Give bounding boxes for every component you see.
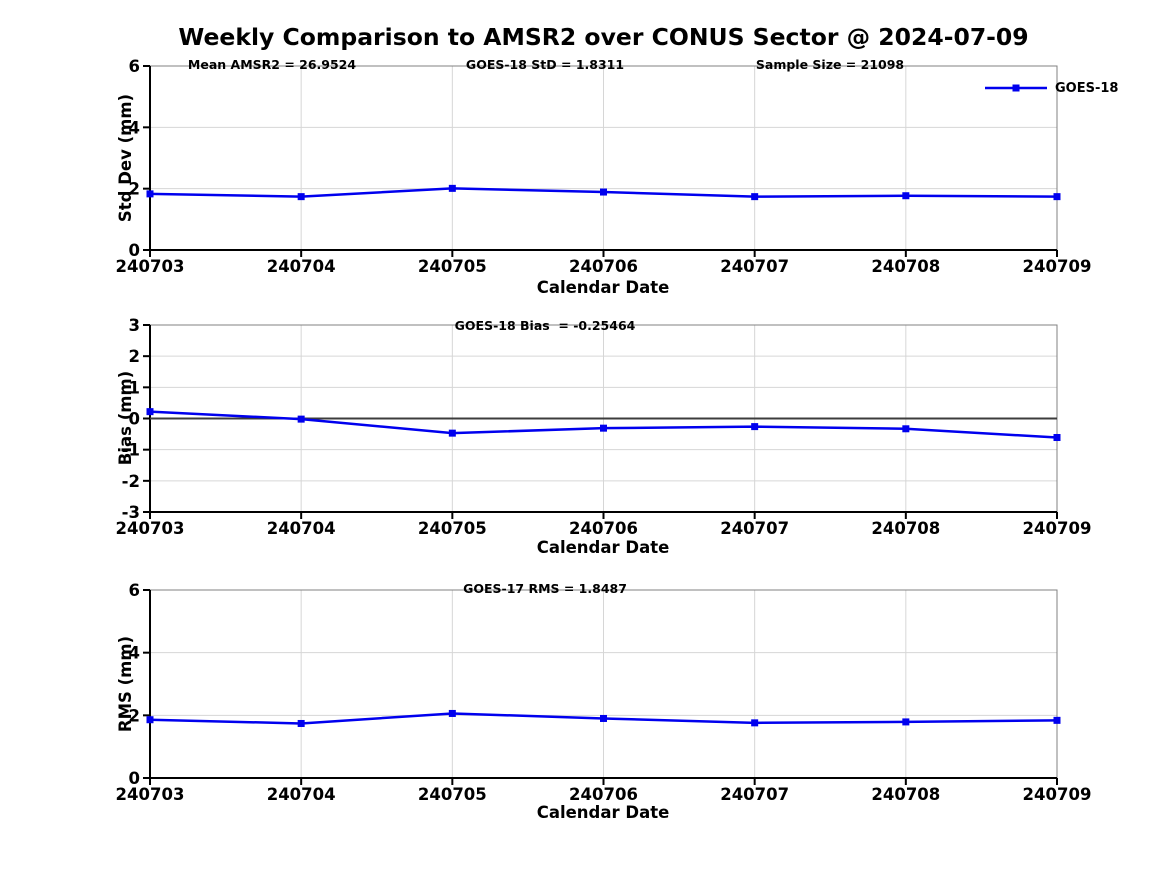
annotation-mean-amsr2: Mean AMSR2 = 26.9524 bbox=[187, 57, 357, 72]
data-marker bbox=[751, 423, 759, 431]
x-tick-label: 240709 bbox=[1023, 257, 1092, 276]
data-marker bbox=[1053, 434, 1061, 442]
y-tick-label: -3 bbox=[122, 503, 140, 522]
ylabel-std-dev: Std Dev (mm) bbox=[115, 93, 135, 223]
x-tick-label: 240703 bbox=[116, 257, 185, 276]
xlabel-calendar-date-3: Calendar Date bbox=[536, 803, 670, 822]
data-marker bbox=[146, 716, 154, 724]
x-tick-label: 240703 bbox=[116, 519, 185, 538]
data-marker bbox=[1053, 716, 1061, 724]
data-marker bbox=[297, 193, 305, 201]
data-marker bbox=[902, 718, 910, 726]
y-tick-label: 0 bbox=[129, 769, 140, 788]
data-marker bbox=[1053, 193, 1061, 201]
annotation-goes17-rms: GOES-17 RMS = 1.8487 bbox=[463, 581, 627, 596]
data-marker bbox=[600, 714, 607, 722]
x-tick-label: 240706 bbox=[569, 257, 638, 276]
data-marker bbox=[751, 719, 759, 727]
y-tick-label: 2 bbox=[129, 180, 140, 199]
x-tick-label: 240706 bbox=[569, 785, 638, 804]
y-tick-label: -2 bbox=[122, 472, 140, 491]
annotation-goes18-bias: GOES-18 Bias = -0.25464 bbox=[454, 318, 636, 333]
x-tick-label: 240704 bbox=[267, 257, 336, 276]
x-tick-label: 240703 bbox=[116, 785, 185, 804]
x-tick-label: 240708 bbox=[871, 785, 940, 804]
xlabel-calendar-date-2: Calendar Date bbox=[536, 538, 670, 557]
legend-line-sample-icon bbox=[985, 84, 1047, 92]
y-tick-label: 4 bbox=[129, 118, 140, 137]
x-tick-label: 240705 bbox=[418, 785, 487, 804]
data-marker bbox=[297, 719, 305, 727]
plot-frame bbox=[150, 65, 1058, 250]
y-tick-label: 1 bbox=[129, 378, 140, 397]
annotation-goes18-std: GOES-18 StD = 1.8311 bbox=[465, 57, 625, 72]
data-marker bbox=[600, 424, 607, 432]
ylabel-bias: Bias (mm) bbox=[115, 370, 135, 466]
x-tick-label: 240708 bbox=[871, 519, 940, 538]
x-tick-label: 240709 bbox=[1023, 785, 1092, 804]
x-tick-label: 240707 bbox=[720, 257, 789, 276]
data-marker bbox=[902, 192, 910, 200]
data-marker bbox=[448, 184, 456, 192]
y-tick-label: 0 bbox=[129, 241, 140, 260]
annotation-sample-size: Sample Size = 21098 bbox=[755, 57, 905, 72]
x-tick-label: 240707 bbox=[720, 785, 789, 804]
data-marker bbox=[146, 190, 154, 198]
figure-title: Weekly Comparison to AMSR2 over CONUS Se… bbox=[178, 23, 1029, 51]
data-marker bbox=[146, 408, 154, 416]
x-tick-label: 240707 bbox=[720, 519, 789, 538]
data-marker bbox=[448, 709, 456, 717]
legend: GOES-18 bbox=[984, 80, 1118, 96]
y-tick-label: 4 bbox=[129, 644, 140, 663]
legend-label-goes-18: GOES-18 bbox=[1055, 80, 1119, 96]
y-tick-label: 0 bbox=[129, 410, 140, 429]
x-tick-label: 240704 bbox=[267, 785, 336, 804]
data-marker bbox=[902, 425, 910, 433]
data-marker bbox=[297, 415, 305, 423]
ylabel-rms: RMS (mm) bbox=[115, 635, 135, 733]
y-tick-label: 6 bbox=[129, 57, 140, 76]
x-tick-label: 240705 bbox=[418, 519, 487, 538]
y-tick-label: 6 bbox=[129, 581, 140, 600]
plot-frame bbox=[150, 324, 1058, 512]
x-tick-label: 240705 bbox=[418, 257, 487, 276]
xlabel-calendar-date-1: Calendar Date bbox=[536, 278, 670, 297]
data-marker bbox=[751, 193, 759, 201]
x-tick-label: 240708 bbox=[871, 257, 940, 276]
y-tick-label: -1 bbox=[122, 441, 140, 460]
y-tick-label: 2 bbox=[129, 347, 140, 366]
x-tick-label: 240704 bbox=[267, 519, 336, 538]
plot-frame bbox=[150, 589, 1058, 778]
y-tick-label: 2 bbox=[129, 706, 140, 725]
y-tick-label: 3 bbox=[129, 316, 140, 335]
data-marker bbox=[600, 188, 607, 196]
x-tick-label: 240709 bbox=[1023, 519, 1092, 538]
data-marker bbox=[448, 429, 456, 437]
x-tick-label: 240706 bbox=[569, 519, 638, 538]
